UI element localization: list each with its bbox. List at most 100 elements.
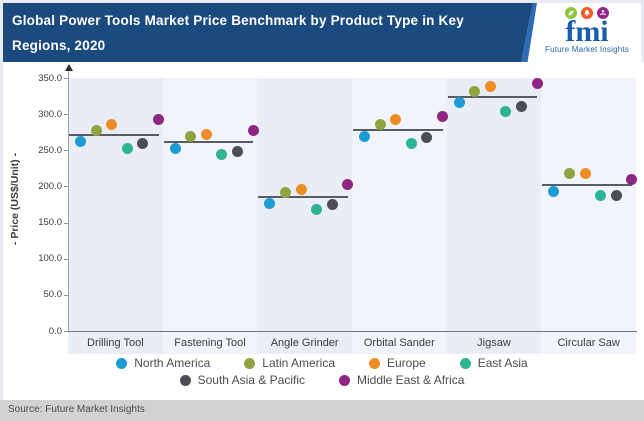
page-border-left — [0, 0, 3, 400]
data-point — [232, 145, 244, 157]
data-point — [264, 197, 276, 209]
legend-color-dot — [244, 357, 256, 369]
data-point — [90, 124, 102, 136]
y-tick-mark — [64, 78, 68, 79]
y-tick-mark — [64, 114, 68, 116]
legend-label: East Asia — [477, 356, 528, 370]
leaf-icon — [565, 7, 577, 19]
data-point — [359, 131, 370, 143]
data-point — [326, 199, 338, 210]
data-point — [500, 105, 512, 117]
x-category-label: Orbital Sander — [363, 337, 435, 349]
y-tick-label: 100.0 — [38, 253, 62, 265]
data-point — [437, 110, 448, 122]
y-tick-label: 0.0 — [48, 325, 62, 337]
data-point — [295, 183, 307, 195]
chart-legend: North America Latin America Europe East Asi… — [0, 356, 644, 387]
legend-item: Middle East & Africa — [339, 373, 464, 387]
data-point — [421, 132, 433, 144]
data-point — [342, 178, 354, 190]
legend-label: South Asia & Pacific — [197, 373, 305, 387]
benchmark-mean-line — [258, 196, 348, 199]
benchmark-mean-line — [447, 95, 538, 98]
y-axis-line — [68, 70, 69, 332]
legend-color-dot — [459, 357, 471, 369]
source-bar: Source: Future Market Insights — [0, 400, 644, 421]
x-axis-line — [68, 331, 637, 332]
page-border-top — [0, 0, 644, 3]
logo-company-name: Future Market Insights — [545, 45, 629, 54]
legend-row: South Asia & Pacific Middle East & Africa — [179, 373, 464, 387]
legend-label: Middle East & Africa — [357, 373, 465, 387]
y-axis-arrow — [64, 64, 73, 71]
data-point — [200, 128, 212, 140]
logo-wordmark: fmi — [565, 15, 609, 48]
data-point — [516, 101, 528, 113]
data-point — [390, 114, 402, 126]
data-point — [311, 204, 323, 216]
y-tick-label: 200.0 — [38, 180, 62, 192]
fmi-logo: fmi Future Market Insights — [521, 3, 641, 63]
benchmark-mean-line — [542, 183, 632, 186]
data-point — [595, 190, 607, 202]
data-point — [626, 174, 638, 186]
legend-row: North America Latin America Europe East Asi… — [116, 356, 528, 370]
y-tick-label: 300.0 — [38, 108, 62, 120]
data-point — [247, 124, 259, 136]
source-attribution: Source: Future Market Insights — [8, 404, 145, 415]
logo-icons — [537, 7, 637, 20]
bell-icon — [581, 7, 593, 19]
legend-item: Europe — [369, 356, 426, 370]
data-point — [185, 131, 197, 143]
benchmark-mean-line — [69, 134, 159, 137]
data-point — [453, 97, 465, 109]
data-point — [279, 187, 291, 199]
chart-title: Global Power Tools Market Price Benchmar… — [12, 13, 464, 53]
data-point — [137, 138, 149, 150]
legend-color-dot — [179, 374, 191, 386]
data-point — [579, 167, 591, 179]
y-tick-mark — [64, 222, 68, 224]
data-point — [610, 189, 622, 201]
legend-color-dot — [369, 357, 380, 369]
legend-label: Europe — [387, 356, 426, 370]
x-category-label: Angle Grinder — [270, 337, 339, 349]
data-point — [374, 119, 386, 131]
logo-inner: fmi Future Market Insights — [537, 5, 637, 54]
data-point — [169, 142, 181, 154]
title-banner: Global Power Tools Market Price Benchmar… — [3, 3, 641, 63]
y-tick-mark — [64, 258, 68, 260]
y-axis-title: - Price (US$/Unit) - — [9, 152, 21, 246]
y-tick-label: 250.0 — [38, 144, 62, 156]
x-category-label: Drilling Tool — [87, 337, 144, 349]
data-point — [106, 119, 118, 131]
legend-color-dot — [116, 357, 128, 369]
page-border-right — [641, 0, 644, 62]
data-point — [469, 85, 481, 97]
y-tick-mark — [64, 186, 68, 188]
legend-item: Latin America — [244, 356, 335, 370]
dot-plot-chart: - Price (US$/Unit) - North America Latin … — [0, 62, 644, 400]
legend-label: North America — [134, 356, 211, 370]
legend-color-dot — [339, 374, 350, 386]
category-band — [541, 78, 636, 354]
benchmark-mean-line — [353, 129, 443, 132]
category-band — [162, 78, 258, 354]
person-icon — [597, 7, 609, 19]
legend-item: East Asia — [459, 356, 528, 370]
y-tick-label: 350.0 — [38, 72, 62, 84]
data-point — [563, 167, 575, 179]
y-tick-mark — [64, 331, 68, 332]
data-point — [405, 138, 417, 150]
category-band — [257, 78, 352, 354]
y-tick-mark — [64, 150, 68, 152]
data-point — [216, 149, 228, 161]
data-point — [153, 114, 164, 126]
data-point — [531, 77, 543, 89]
x-category-label: Jigsaw — [477, 337, 511, 349]
benchmark-mean-line — [163, 141, 254, 144]
x-category-label: Fastening Tool — [174, 337, 246, 349]
category-band — [446, 78, 542, 354]
category-band — [68, 78, 163, 354]
